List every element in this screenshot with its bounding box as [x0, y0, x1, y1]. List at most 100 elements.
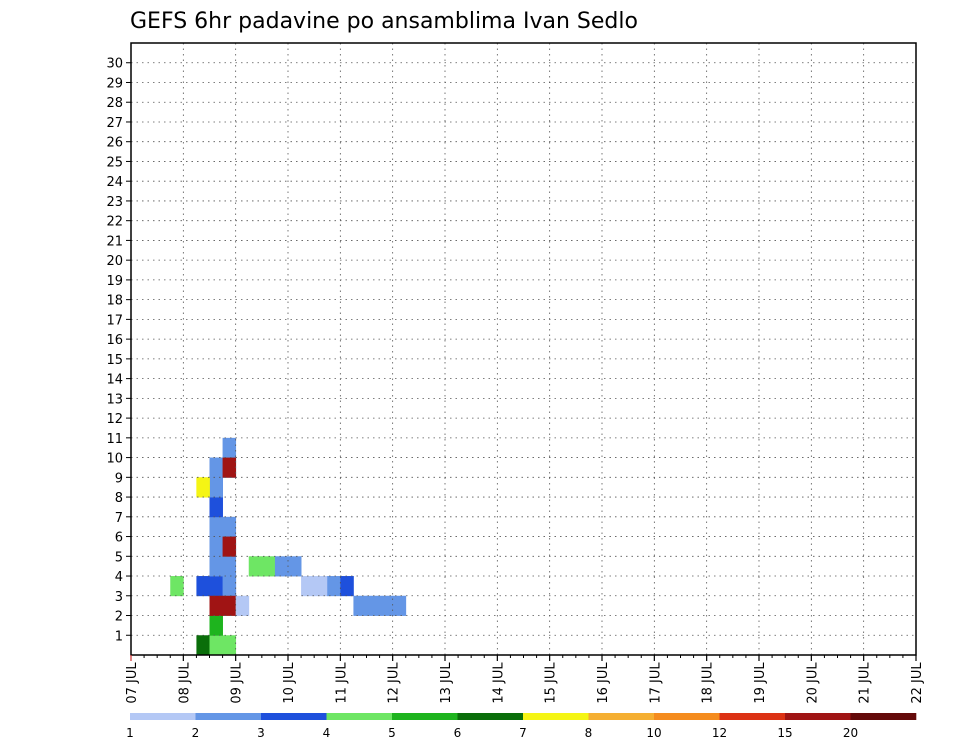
y-tick-label: 22: [106, 215, 123, 230]
y-tick-label: 9: [115, 471, 123, 486]
data-cell: [301, 576, 315, 597]
y-tick-label: 15: [106, 353, 123, 368]
data-cell: [170, 576, 184, 597]
data-cell: [222, 536, 237, 557]
y-tick-label: 30: [106, 57, 123, 72]
x-tick-label: 08 JUL: [177, 662, 192, 704]
legend-swatch: [719, 713, 786, 720]
data-cell: [314, 576, 328, 597]
legend-swatch: [261, 713, 327, 720]
y-tick-label: 28: [106, 96, 123, 111]
y-tick-label: 17: [106, 313, 123, 328]
y-tick-label: 29: [106, 76, 123, 91]
data-cell: [196, 477, 210, 498]
data-cell: [209, 576, 223, 597]
y-tick-label: 11: [106, 432, 123, 447]
data-cell: [196, 635, 210, 656]
data-cell: [222, 595, 237, 616]
legend-label: 7: [519, 726, 527, 740]
y-tick-label: 1: [115, 629, 123, 644]
legend-label: 10: [646, 726, 661, 740]
legend-swatch: [850, 713, 917, 720]
x-tick-label: 10 JUL: [282, 662, 297, 704]
data-cell: [222, 437, 237, 458]
x-tick-label: 16 JUL: [596, 662, 611, 704]
legend-swatch: [195, 713, 262, 720]
data-cell: [353, 595, 367, 616]
y-tick-label: 4: [115, 570, 123, 585]
legend: 1 2 3 4 5 6 7 8 10 12 15 20: [126, 713, 917, 740]
legend-swatch: [130, 713, 196, 720]
legend-label: 8: [585, 726, 593, 740]
x-tick-label: 07 JUL: [125, 662, 140, 704]
legend-label: 1: [126, 726, 134, 740]
data-cell: [209, 615, 223, 636]
data-cell: [209, 477, 223, 498]
data-cell: [274, 556, 289, 577]
y-tick-label: 13: [106, 392, 123, 407]
x-tick-label: 12 JUL: [387, 662, 402, 704]
legend-swatch: [785, 713, 851, 720]
data-cell: [222, 516, 237, 537]
x-tick-label: 22 JUL: [910, 662, 925, 704]
legend-label: 20: [843, 726, 858, 740]
legend-label: 5: [388, 726, 396, 740]
y-tick-label: 12: [106, 412, 123, 427]
y-tick-label: 7: [115, 511, 123, 526]
x-tick-label: 17 JUL: [648, 662, 663, 704]
legend-label: 3: [257, 726, 265, 740]
data-cell: [340, 576, 354, 597]
data-cell: [209, 595, 223, 616]
data-cell: [392, 595, 407, 616]
y-tick-label: 20: [106, 254, 123, 269]
y-tick-label: 21: [106, 234, 123, 249]
legend-swatch: [654, 713, 720, 720]
data-cell: [196, 576, 210, 597]
legend-label: 15: [777, 726, 792, 740]
y-tick-label: 5: [115, 550, 123, 565]
data-cells-layer: [170, 437, 407, 656]
legend-swatch: [392, 713, 458, 720]
y-tick-label: 23: [106, 195, 123, 210]
data-cell: [209, 556, 223, 577]
data-cell: [261, 556, 276, 577]
legend-swatch: [523, 713, 589, 720]
data-cell: [209, 536, 223, 557]
y-tick-label: 14: [106, 373, 123, 388]
data-cell: [222, 556, 237, 577]
data-cell: [366, 595, 380, 616]
x-tick-label: 20 JUL: [805, 662, 820, 704]
y-tick-label: 3: [115, 590, 123, 605]
data-cell: [209, 516, 223, 537]
y-tick-label: 16: [106, 333, 123, 348]
legend-label: 6: [454, 726, 462, 740]
legend-label: 12: [712, 726, 727, 740]
data-cell: [327, 576, 341, 597]
y-axis: 1234567891011121314151617181920212223242…: [106, 57, 131, 644]
y-tick-label: 10: [106, 452, 123, 467]
legend-label: 4: [323, 726, 331, 740]
x-tick-label: 19 JUL: [753, 662, 768, 704]
y-tick-label: 19: [106, 274, 123, 289]
legend-swatch: [326, 713, 393, 720]
x-tick-label: 13 JUL: [439, 662, 454, 704]
y-tick-label: 26: [106, 136, 123, 151]
x-tick-label: 15 JUL: [544, 662, 559, 704]
x-tick-label: 14 JUL: [491, 662, 506, 704]
y-tick-label: 18: [106, 294, 123, 309]
data-cell: [248, 556, 263, 577]
x-tick-label: 21 JUL: [858, 662, 873, 704]
x-axis: 07 JUL 08 JUL 09 JUL 10 JUL 11 JUL 12 JUL 13 J…: [125, 655, 925, 704]
data-cell: [209, 457, 223, 478]
chart-title: GEFS 6hr padavine po ansamblima Ivan Sed…: [130, 9, 638, 34]
data-cell: [209, 497, 223, 518]
legend-swatch: [457, 713, 524, 720]
y-tick-label: 2: [115, 610, 123, 625]
data-cell: [288, 556, 302, 577]
y-tick-label: 24: [106, 175, 123, 190]
x-tick-label: 09 JUL: [230, 662, 245, 704]
data-cell: [379, 595, 394, 616]
data-cell: [222, 635, 237, 656]
